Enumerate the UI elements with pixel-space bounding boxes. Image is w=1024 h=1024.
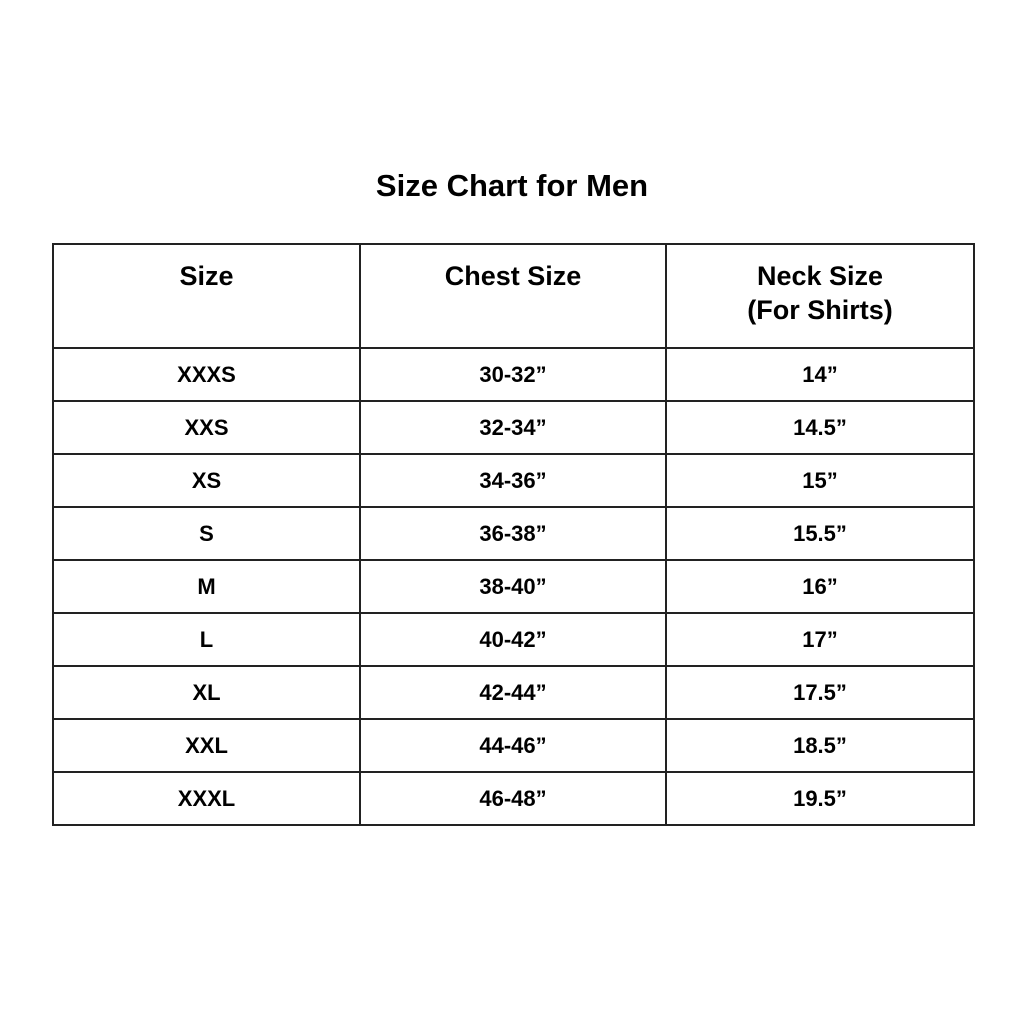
table-row: XXL 44-46” 18.5”: [52, 718, 975, 773]
cell-neck: 17”: [665, 612, 975, 667]
cell-neck: 14.5”: [665, 400, 975, 455]
cell-neck: 18.5”: [665, 718, 975, 773]
cell-size: XXL: [52, 718, 361, 773]
header-neck-sub: (For Shirts): [747, 295, 893, 325]
cell-neck: 19.5”: [665, 771, 975, 826]
table-row: M 38-40” 16”: [52, 559, 975, 614]
table-row: L 40-42” 17”: [52, 612, 975, 667]
cell-chest: 40-42”: [359, 612, 667, 667]
cell-size: XXS: [52, 400, 361, 455]
cell-size: S: [52, 506, 361, 561]
size-chart-table: Size Chest Size Neck Size (For Shirts) XX…: [52, 243, 975, 826]
cell-size: XL: [52, 665, 361, 720]
cell-chest: 46-48”: [359, 771, 667, 826]
header-size: Size: [52, 243, 361, 349]
cell-neck: 15.5”: [665, 506, 975, 561]
cell-neck: 14”: [665, 347, 975, 402]
cell-size: L: [52, 612, 361, 667]
cell-size: XS: [52, 453, 361, 508]
cell-chest: 38-40”: [359, 559, 667, 614]
cell-chest: 36-38”: [359, 506, 667, 561]
cell-chest: 30-32”: [359, 347, 667, 402]
table-row: XS 34-36” 15”: [52, 453, 975, 508]
cell-size: XXXL: [52, 771, 361, 826]
page-title: Size Chart for Men: [375, 168, 649, 203]
header-neck-label: Neck Size: [756, 261, 884, 291]
cell-neck: 16”: [665, 559, 975, 614]
cell-size: XXXS: [52, 347, 361, 402]
cell-chest: 44-46”: [359, 718, 667, 773]
table-row: XXXL 46-48” 19.5”: [52, 771, 975, 826]
cell-chest: 42-44”: [359, 665, 667, 720]
cell-chest: 34-36”: [359, 453, 667, 508]
table-row: XXS 32-34” 14.5”: [52, 400, 975, 455]
cell-chest: 32-34”: [359, 400, 667, 455]
table-row: S 36-38” 15.5”: [52, 506, 975, 561]
header-neck: Neck Size (For Shirts): [665, 243, 975, 349]
table-row: XL 42-44” 17.5”: [52, 665, 975, 720]
header-row: Size Chest Size Neck Size (For Shirts): [52, 243, 975, 349]
table-row: XXXS 30-32” 14”: [52, 347, 975, 402]
cell-size: M: [52, 559, 361, 614]
cell-neck: 15”: [665, 453, 975, 508]
header-chest: Chest Size: [359, 243, 667, 349]
cell-neck: 17.5”: [665, 665, 975, 720]
